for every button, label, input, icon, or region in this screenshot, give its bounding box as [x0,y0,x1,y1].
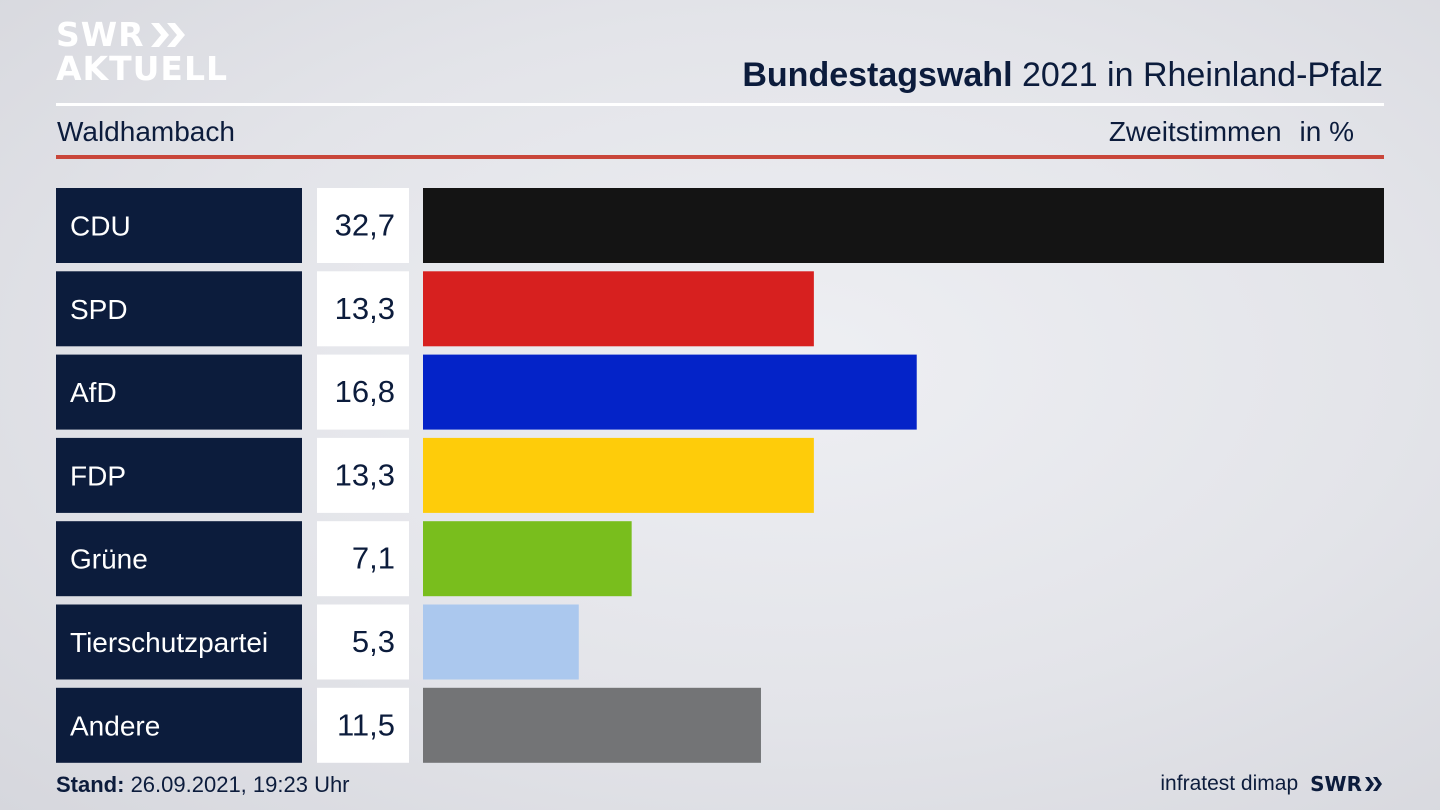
party-label: AfD [70,377,117,408]
value-label: 11,5 [337,707,395,742]
page-title: Bundestagswahl 2021 in Rheinland-Pfalz [742,56,1383,95]
metric-name: Zweitstimmen [1108,116,1282,147]
swr-small-text: SWR [1310,772,1362,796]
party-label: FDP [70,460,126,491]
party-label-box [56,604,302,680]
value-label: 13,3 [335,291,395,326]
bar [423,354,917,430]
party-label-box [56,188,302,263]
bar [423,271,814,347]
party-label: Tierschutzpartei [70,627,268,658]
swr-small-logo: SWR [1310,772,1384,796]
stand-label: Stand: [56,772,125,797]
value-box [317,354,409,430]
bar [423,521,632,597]
bar [423,188,1384,263]
value-box [317,687,409,763]
party-label: Andere [70,710,160,741]
title-bold: Bundestagswahl [742,56,1013,94]
header-divider [56,103,1384,106]
party-label-box [56,354,302,430]
bar [423,604,579,680]
bar [423,437,814,513]
party-label-box [56,687,302,763]
value-box [317,521,409,597]
source-label: infratest dimap [1160,772,1299,795]
location-label: Waldhambach [57,116,235,147]
double-chevron-small-icon [1365,777,1382,791]
value-box [317,437,409,513]
party-label-box [56,521,302,597]
accent-divider [56,155,1384,159]
timestamp: Stand: 26.09.2021, 19:23 Uhr [56,772,350,798]
value-label: 5,3 [352,624,395,659]
logo-swr-text: SWR [56,15,145,54]
value-label: 13,3 [335,457,395,492]
stand-value: 26.09.2021, 19:23 Uhr [124,772,350,797]
swr-aktuell-logo: SWR AKTUELL [56,15,229,90]
value-label: 32,7 [335,208,395,243]
metric-label: Zweitstimmen in % [1109,116,1354,148]
party-label: CDU [70,211,131,242]
double-chevron-icon [150,23,185,47]
unit-label: in % [1299,116,1354,147]
value-box [317,604,409,680]
title-rest: 2021 in Rheinland-Pfalz [1012,56,1383,94]
party-label: Grüne [70,544,148,575]
bar [423,687,761,763]
value-label: 16,8 [335,374,395,409]
value-box [317,188,409,263]
party-label-box [56,437,302,513]
source-credit: infratest dimap SWR [1160,772,1384,796]
value-label: 7,1 [352,541,395,576]
value-box [317,271,409,347]
logo-aktuell-text: AKTUELL [56,49,229,88]
party-label: SPD [70,294,128,325]
party-label-box [56,271,302,347]
